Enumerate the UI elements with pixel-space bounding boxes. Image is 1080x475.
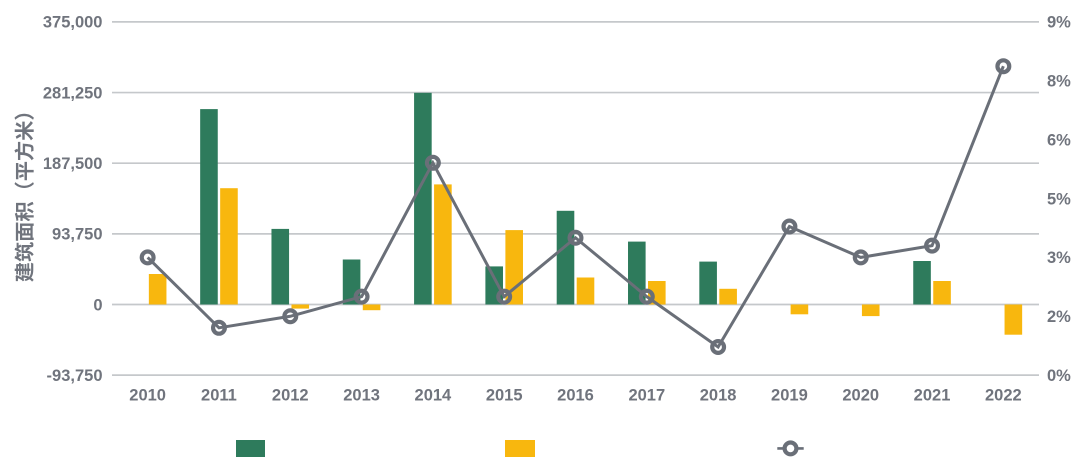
svg-text:2%: 2% <box>1047 308 1071 326</box>
svg-text:-93,750: -93,750 <box>47 367 103 385</box>
svg-text:3%: 3% <box>1047 249 1071 267</box>
svg-text:2021: 2021 <box>914 387 951 405</box>
svg-text:8%: 8% <box>1047 73 1071 91</box>
svg-text:2015: 2015 <box>486 387 523 405</box>
svg-text:2010: 2010 <box>129 387 166 405</box>
svg-text:2014: 2014 <box>415 387 453 405</box>
svg-text:9%: 9% <box>1047 14 1071 32</box>
svg-text:2013: 2013 <box>343 387 380 405</box>
svg-text:2020: 2020 <box>842 387 879 405</box>
svg-text:2018: 2018 <box>700 387 737 405</box>
svg-text:2017: 2017 <box>628 387 665 405</box>
svg-text:375,000: 375,000 <box>43 14 103 32</box>
svg-text:2016: 2016 <box>557 387 594 405</box>
svg-text:187,500: 187,500 <box>43 155 103 173</box>
svg-text:281,250: 281,250 <box>43 84 103 102</box>
svg-text:2022: 2022 <box>985 387 1022 405</box>
svg-text:0: 0 <box>93 296 102 314</box>
svg-text:2019: 2019 <box>771 387 808 405</box>
svg-text:2012: 2012 <box>272 387 309 405</box>
svg-text:0%: 0% <box>1047 367 1071 385</box>
svg-text:5%: 5% <box>1047 190 1071 208</box>
svg-text:6%: 6% <box>1047 131 1071 149</box>
svg-text:93,750: 93,750 <box>52 226 102 244</box>
svg-text:2011: 2011 <box>201 387 237 405</box>
